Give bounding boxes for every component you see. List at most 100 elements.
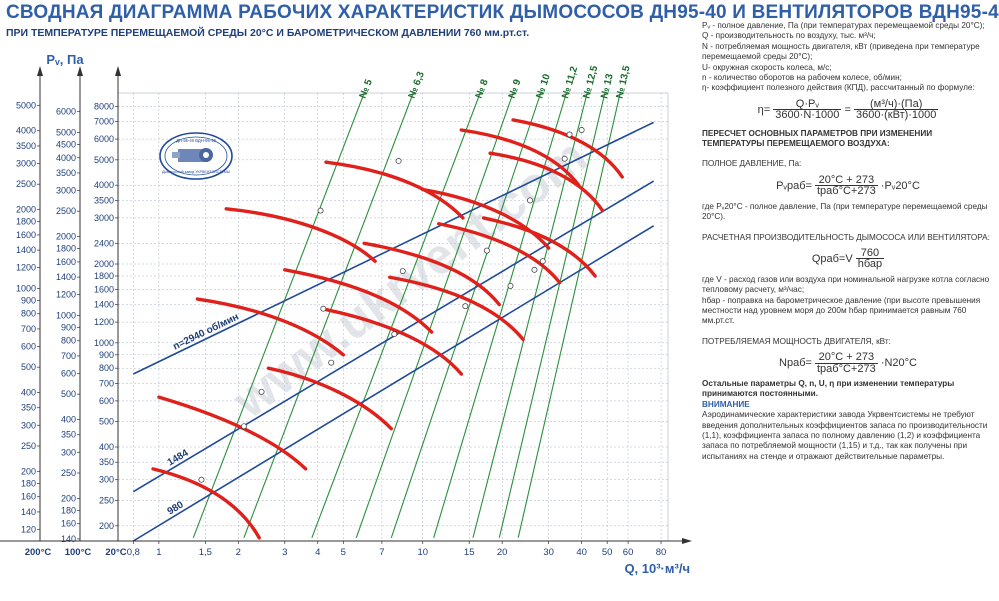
flow-note: где V - расход газов или воздуха при ном… (702, 274, 990, 295)
y-tick-label: 500 (21, 362, 36, 372)
y-tick-label: 200 (99, 521, 114, 531)
characteristic-curve (151, 467, 261, 540)
pressure-caption: ПОЛНОЕ ДАВЛЕНИЕ, Па: (702, 159, 802, 169)
fan-characteristics-chart: www.ukrvent.com 500040003500300025002000… (0, 52, 692, 576)
y-tick-label: 400 (61, 415, 76, 425)
y-tick-label: 350 (99, 457, 114, 467)
size-line-label: № 11,2 (560, 65, 580, 100)
size-line (243, 92, 414, 538)
size-lines (192, 92, 621, 538)
x-tick-label: 20 (497, 547, 508, 558)
rpm-line (132, 225, 655, 542)
y-tick-label: 6000 (94, 134, 114, 144)
x-axis-title: Q, 10³·м³/ч (624, 561, 690, 576)
y-tick-label: 3000 (94, 213, 114, 223)
characteristic-curve (324, 160, 465, 220)
y-tick-label: 2400 (94, 238, 114, 248)
y-tick-label: 500 (61, 389, 76, 399)
warning-heading: ВНИМАНИЕ (702, 399, 750, 409)
size-line (517, 92, 621, 538)
x-axis: 0,8 1 1,5 2 3 4 5 7 10 15 20 30 40 50 60 80 Q, 10³·м³/ч (0, 538, 692, 576)
y-tick-label: 350 (61, 430, 76, 440)
y-tick-label: 1200 (16, 263, 36, 273)
grid (117, 92, 669, 542)
x-tick-label: 60 (623, 547, 634, 558)
y-axis-arrow (77, 66, 83, 76)
eta-formula: η= Q·Pᵥ 3600·N·1000 = (м³/ч)·(Па) 3600·(кВ… (757, 97, 939, 122)
operating-point (258, 388, 265, 395)
y-tick-label: 140 (61, 534, 76, 544)
y-tick-label: 1400 (16, 245, 36, 255)
y-tick-label: 1800 (16, 217, 36, 227)
characteristic-curve (266, 366, 393, 431)
y-tick-label: 400 (99, 442, 114, 452)
y-tick-label: 900 (99, 350, 114, 360)
characteristic-curve (157, 395, 308, 471)
x-tick-label: 2 (236, 547, 241, 558)
y-tick-label: 600 (21, 341, 36, 351)
size-line-label: № 13,5 (615, 64, 633, 99)
operating-point (539, 258, 546, 265)
x-tick-label: 7 (379, 547, 384, 558)
def-eta: η- коэффициент полезного действия (КПД),… (702, 83, 975, 93)
size-line (311, 92, 481, 538)
y-column-label: 200°С (25, 547, 52, 558)
y-tick-label: 4000 (56, 153, 76, 163)
y-tick-label: 300 (99, 475, 114, 485)
def-u: U- окружная скорость колеса, м/с; (702, 62, 832, 72)
characteristic-curve (421, 187, 551, 250)
characteristic-curve (459, 128, 581, 187)
y-tick-label: 2000 (94, 259, 114, 269)
size-line-label: № 10 (534, 72, 553, 100)
chart-subtitle: ПРИ ТЕМПЕРАТУРЕ ПЕРЕМЕЩАЕМОЙ СРЕДЫ 20°С … (6, 27, 530, 39)
y-tick-label: 2500 (56, 206, 76, 216)
operating-point (240, 423, 247, 430)
y-tick-label: 1000 (16, 283, 36, 293)
x-tick-label: 0,8 (127, 547, 140, 558)
power-caption: ПОТРЕБЛЯЕМАЯ МОЩНОСТЬ ДВИГАТЕЛЯ, кВт: (702, 336, 891, 346)
size-line-label: № 5 (358, 78, 375, 101)
operating-point (483, 247, 490, 254)
operating-point (527, 197, 533, 204)
svg-text:Дымососный завод УКРВЕНТСИСТЕМ: Дымососный завод УКРВЕНТСИСТЕМЫ (162, 170, 230, 174)
flow-note-2: hбар - поправка на барометрическое давле… (702, 295, 981, 326)
size-line-label: № 8 (474, 78, 491, 101)
y-tick-label: 500 (99, 417, 114, 427)
y-tick-label: 4000 (94, 180, 114, 190)
characteristic-curve (511, 118, 624, 179)
operating-point (578, 127, 585, 133)
operating-point (566, 131, 573, 138)
y-tick-label: 3500 (56, 168, 76, 178)
operating-point (507, 282, 514, 289)
characteristic-curve (283, 268, 434, 334)
y-column-label: 100°С (65, 547, 92, 558)
y-tick-label: 180 (21, 478, 36, 488)
x-tick-label: 50 (602, 547, 613, 558)
y-tick-label: 140 (21, 507, 36, 517)
characteristic-curve (481, 216, 597, 278)
y-axis-arrow (37, 66, 43, 76)
y-tick-label: 1400 (94, 300, 114, 310)
y-tick-label: 5000 (94, 155, 114, 165)
x-tick-label: 3 (282, 547, 287, 558)
operating-point (198, 476, 205, 483)
y-tick-label: 120 (21, 524, 36, 534)
size-line-label: № 9 (507, 78, 524, 100)
y-tick-label: 2500 (16, 179, 36, 189)
y-tick-label: 1600 (94, 284, 114, 294)
pressure-note: где Pᵥ20°С - полное давление, Па (при те… (702, 201, 988, 222)
x-tick-label: 15 (464, 547, 475, 558)
y-tick-label: 2000 (56, 232, 76, 242)
y-tick-label: 160 (61, 519, 76, 529)
def-q: Q - производительность по воздуху, тыс. … (702, 31, 876, 41)
flow-formula: Qраб=V 760 hбар (811, 246, 885, 271)
operating-point (531, 266, 538, 273)
operating-point (317, 207, 324, 214)
y-tick-label: 1800 (56, 244, 76, 254)
y-tick-label: 1400 (56, 272, 76, 282)
y-tick-label: 1000 (56, 310, 76, 320)
ukrvent-logo: ДН-95-40 ВДН-95-40 Дымососный завод УКРВ… (159, 132, 233, 180)
y-tick-label: 800 (21, 309, 36, 319)
y-tick-label: 700 (21, 324, 36, 334)
size-line (472, 92, 588, 538)
